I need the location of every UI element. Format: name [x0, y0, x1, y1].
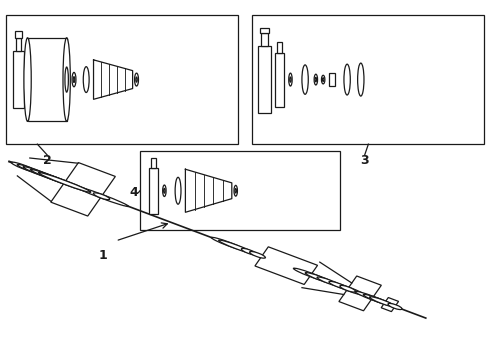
- Bar: [140, 151, 340, 230]
- Ellipse shape: [340, 285, 356, 292]
- Ellipse shape: [369, 297, 396, 307]
- Ellipse shape: [388, 303, 402, 310]
- Ellipse shape: [321, 75, 325, 84]
- Ellipse shape: [302, 65, 308, 94]
- Ellipse shape: [234, 185, 238, 196]
- Ellipse shape: [39, 172, 91, 192]
- Ellipse shape: [358, 63, 364, 96]
- Text: 1: 1: [99, 249, 108, 262]
- Polygon shape: [185, 169, 232, 212]
- Ellipse shape: [315, 77, 317, 82]
- Ellipse shape: [163, 185, 166, 197]
- Ellipse shape: [23, 167, 65, 183]
- Ellipse shape: [164, 188, 165, 193]
- Bar: [149, 168, 158, 213]
- Bar: [329, 73, 335, 86]
- Ellipse shape: [24, 38, 31, 121]
- Polygon shape: [381, 297, 398, 312]
- Ellipse shape: [17, 165, 50, 177]
- Ellipse shape: [74, 186, 128, 207]
- Ellipse shape: [30, 170, 78, 188]
- Bar: [277, 42, 282, 53]
- Ellipse shape: [363, 294, 394, 306]
- Ellipse shape: [136, 77, 137, 82]
- Bar: [5, 15, 238, 144]
- Ellipse shape: [72, 72, 76, 87]
- Ellipse shape: [63, 38, 71, 121]
- Ellipse shape: [329, 282, 348, 289]
- Ellipse shape: [290, 77, 291, 82]
- Ellipse shape: [249, 252, 266, 258]
- Ellipse shape: [322, 78, 324, 81]
- Bar: [13, 51, 24, 108]
- Ellipse shape: [294, 268, 328, 282]
- Ellipse shape: [344, 64, 350, 95]
- Ellipse shape: [65, 67, 69, 92]
- Ellipse shape: [242, 248, 257, 255]
- Ellipse shape: [330, 282, 365, 296]
- Bar: [27, 38, 67, 121]
- Ellipse shape: [175, 177, 181, 204]
- Ellipse shape: [305, 273, 335, 284]
- Ellipse shape: [235, 189, 237, 193]
- Bar: [151, 158, 156, 168]
- Ellipse shape: [83, 67, 89, 93]
- Ellipse shape: [219, 240, 255, 254]
- Bar: [15, 31, 22, 38]
- Ellipse shape: [38, 172, 92, 193]
- Ellipse shape: [94, 193, 110, 200]
- Ellipse shape: [355, 291, 390, 305]
- Polygon shape: [255, 247, 318, 284]
- Ellipse shape: [73, 77, 74, 82]
- Text: 2: 2: [43, 154, 51, 167]
- Bar: [252, 15, 485, 144]
- Ellipse shape: [135, 73, 139, 86]
- Polygon shape: [51, 163, 115, 216]
- Bar: [260, 27, 269, 33]
- Bar: [261, 33, 268, 46]
- Ellipse shape: [314, 74, 318, 85]
- Bar: [16, 38, 21, 51]
- Bar: [275, 53, 284, 107]
- Text: 3: 3: [361, 154, 369, 167]
- Ellipse shape: [317, 277, 342, 287]
- Ellipse shape: [11, 162, 36, 172]
- Polygon shape: [339, 276, 381, 311]
- Text: 4: 4: [129, 186, 138, 199]
- Polygon shape: [94, 60, 133, 99]
- Ellipse shape: [211, 237, 246, 251]
- Ellipse shape: [289, 73, 292, 86]
- Bar: [258, 46, 271, 113]
